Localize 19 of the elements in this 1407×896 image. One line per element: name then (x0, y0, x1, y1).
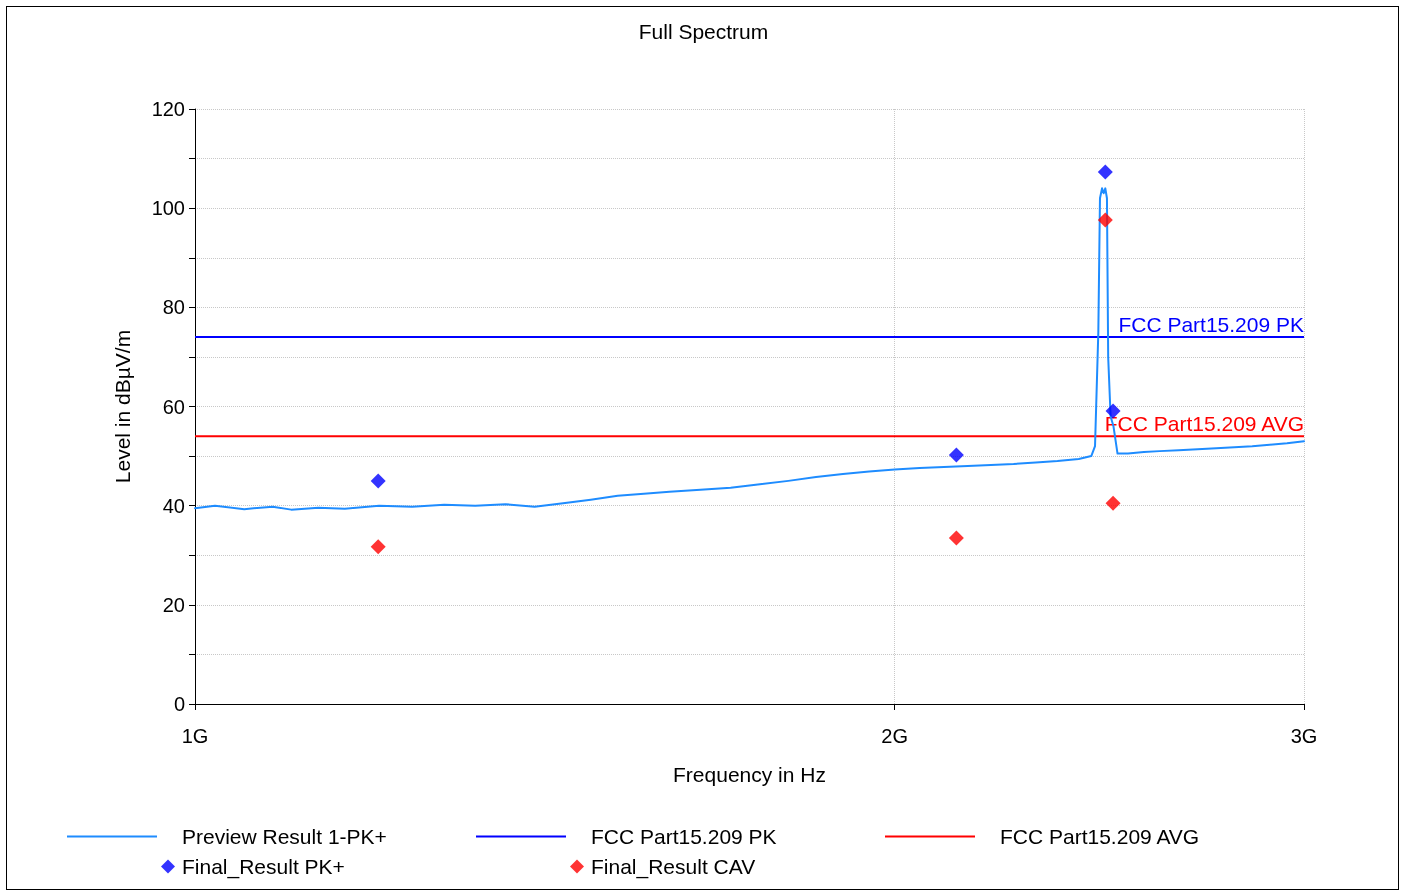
chart-title: Full Spectrum (638, 20, 769, 43)
x-tick-label: 3G (1290, 725, 1318, 747)
y-tick-label: 40 (162, 494, 185, 517)
text: FCC Part15.209 AVG (1000, 825, 1200, 848)
y-tick-label: 60 (162, 395, 185, 418)
y-tick-label: 0 (173, 693, 185, 715)
y-tick-label: 80 (162, 296, 185, 319)
text: FCC Part15.209 PK (591, 825, 777, 848)
y-tick-label: 120 (151, 98, 185, 120)
x-tick-label: 2G (881, 725, 909, 747)
legend-label: Final_Result CAV (591, 855, 756, 879)
legend-label: Preview Result 1-PK+ (182, 825, 387, 848)
y-axis-title: Level in dBµV/m (111, 329, 134, 484)
x-tick-label: 1G (181, 725, 209, 747)
ref-line-label: FCC Part15.209 PK (1118, 313, 1304, 337)
x-axis-title: Frequency in Hz (673, 763, 826, 786)
y-tick-label: 20 (162, 593, 185, 616)
y-tick-label: 100 (151, 197, 185, 220)
legend-label: Final_Result PK+ (182, 855, 345, 879)
